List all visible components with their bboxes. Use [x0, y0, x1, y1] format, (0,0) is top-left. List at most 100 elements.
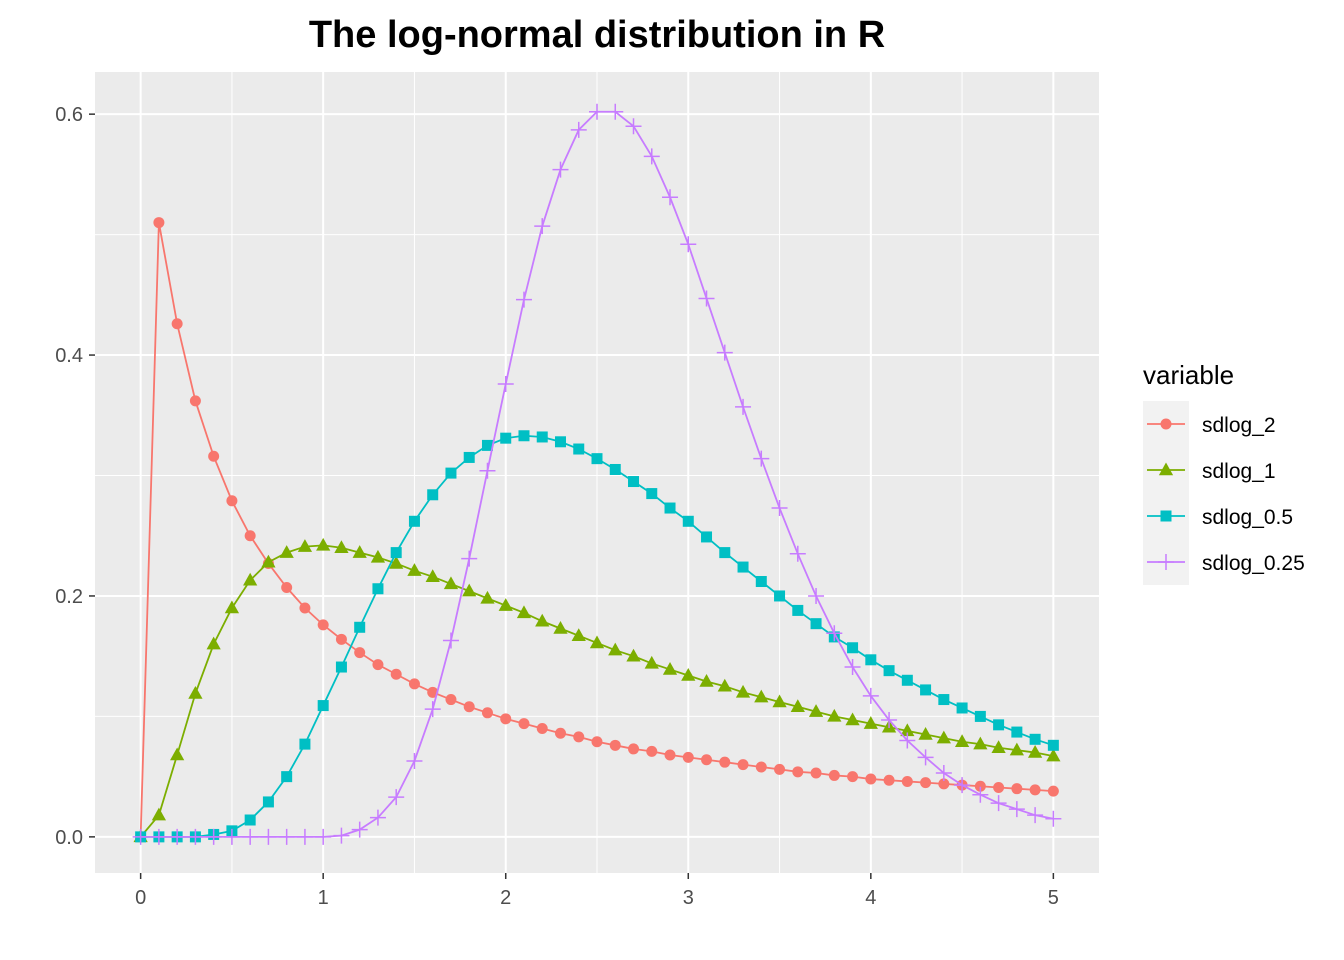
data-point-sdlog-1	[462, 583, 477, 597]
data-point-sdlog-2	[427, 686, 439, 698]
data-point-sdlog-2	[171, 318, 183, 330]
data-point-sdlog-2	[828, 769, 840, 781]
data-point-sdlog-1	[279, 545, 294, 558]
data-point-sdlog-1	[991, 740, 1006, 753]
data-point-sdlog-0-25	[1027, 807, 1044, 824]
data-point-sdlog-0-25	[826, 625, 843, 642]
data-point-sdlog-2	[591, 736, 603, 748]
data-point-sdlog-1	[407, 563, 422, 576]
data-point-sdlog-0-25	[223, 828, 240, 845]
data-point-sdlog-0-5	[1047, 739, 1059, 751]
data-point-sdlog-0-5	[920, 684, 932, 696]
y-axis: 0.0 0.2 0.4 0.6	[55, 104, 95, 849]
y-tick-label: 0.2	[55, 586, 83, 608]
legend-label: sdlog_1	[1202, 460, 1276, 483]
x-tick-label: 0	[135, 887, 146, 909]
data-point-sdlog-0-5	[1011, 726, 1023, 738]
data-point-sdlog-0-5	[518, 430, 530, 442]
data-point-sdlog-2	[208, 450, 220, 462]
data-point-sdlog-0-5	[956, 702, 968, 714]
x-axis: 0 1 2 3 4 5	[135, 873, 1059, 909]
legend-keys: sdlog_2 sdlog_1 sdlog_0.5 sdlog_0.25	[1143, 401, 1305, 585]
data-point-sdlog-1	[535, 613, 550, 627]
data-point-sdlog-0-25	[479, 462, 496, 479]
data-point-sdlog-0-5	[682, 515, 694, 527]
y-tick-label: 0.0	[55, 827, 83, 849]
data-point-sdlog-0-25	[169, 828, 186, 845]
data-point-sdlog-0-5	[646, 488, 658, 500]
data-point-sdlog-2	[938, 778, 950, 790]
data-point-sdlog-2	[901, 775, 913, 787]
data-point-sdlog-2	[408, 678, 420, 690]
data-point-sdlog-1	[188, 686, 203, 699]
legend-title: variable	[1143, 360, 1234, 390]
data-point-sdlog-0-5	[317, 700, 329, 712]
x-tick-label: 2	[500, 887, 511, 909]
data-point-sdlog-0-5	[244, 814, 256, 826]
legend-item-sdlog-0-5: sdlog_0.5	[1143, 493, 1293, 539]
data-point-sdlog-0-25	[899, 732, 916, 749]
data-point-sdlog-2	[500, 713, 512, 725]
series-sdlog-1	[133, 537, 1061, 843]
data-point-sdlog-0-25	[862, 687, 879, 704]
x-tick-label: 4	[865, 887, 876, 909]
data-point-sdlog-1	[224, 600, 240, 614]
data-point-sdlog-0-5	[354, 621, 366, 633]
data-point-sdlog-0-5	[554, 436, 566, 448]
data-point-sdlog-1	[717, 678, 732, 692]
data-point-sdlog-2	[792, 766, 804, 778]
y-tick-label: 0.4	[55, 345, 83, 367]
legend-key-marker	[1160, 510, 1172, 522]
data-point-sdlog-2	[390, 668, 402, 680]
data-point-sdlog-2	[974, 780, 986, 792]
data-point-sdlog-2	[920, 777, 932, 789]
data-point-sdlog-1	[352, 545, 367, 558]
data-point-sdlog-1	[735, 684, 751, 698]
data-point-sdlog-2	[701, 754, 713, 766]
data-point-sdlog-1	[681, 667, 696, 681]
data-point-sdlog-0-25	[205, 828, 222, 845]
data-point-sdlog-1	[425, 569, 440, 582]
data-point-sdlog-0-25	[917, 749, 934, 766]
data-point-sdlog-0-25	[716, 344, 733, 361]
data-point-sdlog-1	[772, 694, 787, 708]
data-point-sdlog-2	[354, 647, 366, 659]
data-point-sdlog-1	[918, 726, 933, 740]
data-point-sdlog-0-25	[296, 828, 313, 845]
data-point-sdlog-0-25	[442, 632, 459, 649]
data-point-sdlog-0-25	[278, 828, 295, 845]
legend-label: sdlog_0.25	[1202, 552, 1305, 575]
data-point-sdlog-2	[682, 751, 694, 763]
data-point-sdlog-0-5	[755, 576, 767, 588]
data-point-sdlog-0-25	[789, 545, 806, 562]
data-point-sdlog-0-25	[972, 786, 989, 803]
legend-item-sdlog-1: sdlog_1	[1143, 447, 1276, 493]
data-point-sdlog-0-5	[481, 439, 493, 451]
data-point-sdlog-1	[297, 539, 313, 552]
data-point-sdlog-0-5	[938, 694, 950, 706]
data-point-sdlog-0-25	[625, 118, 642, 135]
data-point-sdlog-0-5	[609, 463, 621, 475]
data-point-sdlog-1	[1009, 742, 1024, 756]
data-point-sdlog-2	[664, 749, 676, 761]
legend-label: sdlog_0.5	[1202, 506, 1293, 529]
data-point-sdlog-0-25	[698, 290, 715, 307]
data-point-sdlog-1	[644, 655, 659, 669]
data-point-sdlog-0-25	[424, 701, 441, 718]
data-point-sdlog-0-5	[335, 661, 347, 673]
x-tick-label: 1	[318, 887, 329, 909]
data-point-sdlog-0-25	[753, 450, 770, 467]
data-point-sdlog-2	[445, 694, 457, 706]
data-point-sdlog-0-5	[901, 674, 913, 686]
data-point-sdlog-1	[754, 689, 769, 703]
data-point-sdlog-0-25	[351, 821, 368, 838]
data-point-sdlog-0-5	[299, 738, 311, 750]
data-point-sdlog-2	[755, 761, 767, 773]
data-point-sdlog-2	[573, 731, 585, 743]
chart-title: The log-normal distribution in R	[309, 14, 885, 56]
data-point-sdlog-0-25	[662, 189, 679, 206]
data-point-sdlog-1	[334, 540, 349, 554]
data-point-sdlog-0-5	[573, 443, 585, 455]
data-point-sdlog-2	[883, 774, 895, 786]
